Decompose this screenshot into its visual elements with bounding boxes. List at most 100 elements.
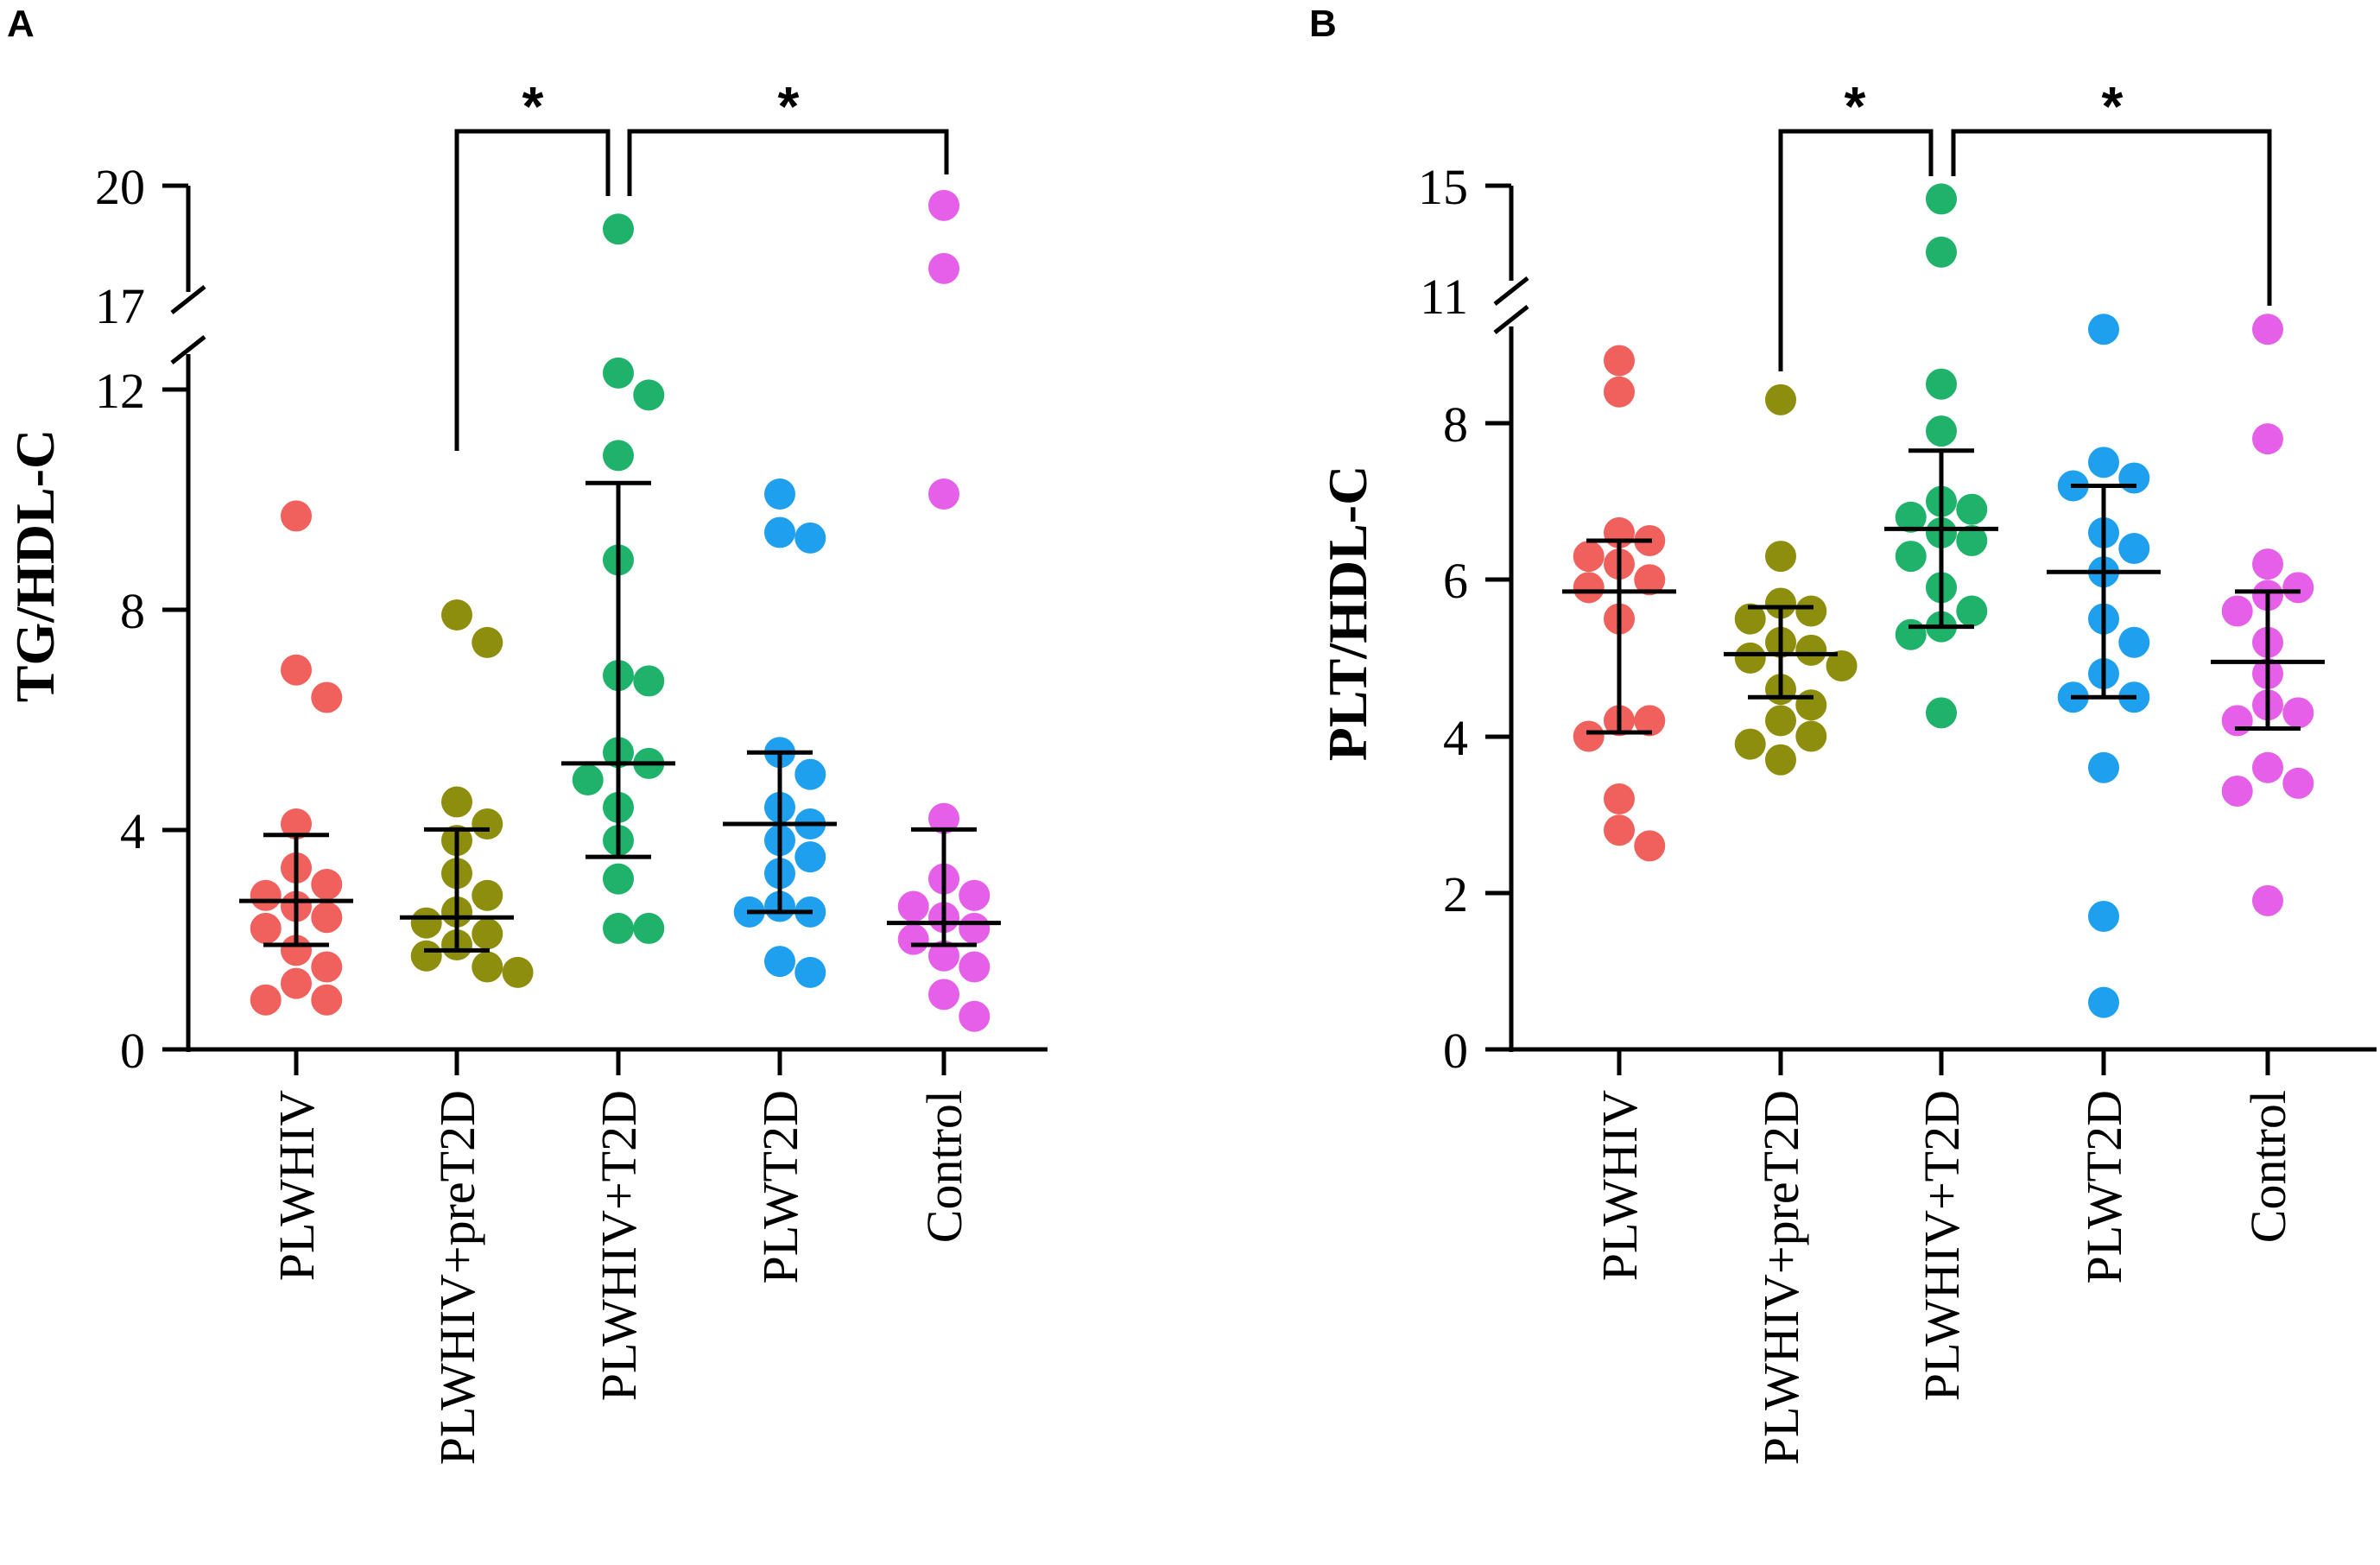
panel-letter-b: B — [1309, 3, 1337, 45]
data-point-plwhiv-a — [281, 654, 312, 686]
data-point-plwhiv-t2d-a — [572, 764, 604, 796]
significance-star-a2: * — [778, 75, 800, 137]
data-point-plwt2d-b — [2118, 462, 2150, 494]
axis-break-mark-b2 — [1493, 305, 1529, 334]
data-point-plwhiv-pret2d-a — [410, 940, 442, 972]
data-point-plwhiv-pret2d-b — [1734, 728, 1766, 760]
data-point-plwhiv-pret2d-b — [1795, 595, 1827, 627]
data-point-plwhiv-pret2d-a — [441, 599, 472, 631]
y-tick-label-8-a: 8 — [120, 583, 145, 639]
significance-bracket-a1 — [454, 129, 611, 451]
data-point-plwhiv-b — [1573, 720, 1605, 752]
data-point-plwt2d-a — [764, 478, 795, 510]
y-tick-label-4-a: 4 — [120, 803, 145, 859]
y-tick-label-8-b: 8 — [1443, 396, 1468, 453]
significance-bracket-a2 — [627, 129, 949, 196]
data-point-control-a — [959, 912, 991, 944]
significance-bracket-b1 — [1778, 129, 1934, 371]
data-point-plwhiv-t2d-b — [1926, 183, 1957, 215]
data-point-plwt2d-b — [2088, 751, 2119, 783]
data-point-plwhiv-t2d-b — [1926, 697, 1957, 729]
data-point-plwhiv-a — [250, 912, 282, 944]
axis-break-mark-b1 — [1493, 276, 1529, 306]
data-point-plwhiv-t2d-a — [603, 357, 634, 389]
data-point-control-a — [928, 940, 959, 972]
data-point-plwhiv-t2d-b — [1956, 493, 1988, 525]
data-point-plwhiv-pret2d-a — [472, 879, 503, 911]
panel-b: B PLT/HDL-C 15 11 8 6 4 2 0 PLWHIV PLWHI… — [1309, 3, 2377, 1465]
data-point-control-a — [959, 951, 991, 983]
data-point-control-b — [2252, 884, 2283, 916]
data-point-control-b — [2221, 595, 2253, 627]
data-point-plwhiv-pret2d-b — [1765, 744, 1796, 776]
data-point-plwt2d-b — [2118, 533, 2150, 564]
x-label-plwhiv-b: PLWHIV — [1592, 1090, 1648, 1281]
data-point-plwhiv-b — [1604, 783, 1635, 814]
significance-star-a1: * — [522, 75, 544, 137]
data-point-control-b — [2252, 314, 2283, 345]
data-point-control-b — [2252, 423, 2283, 455]
data-point-plwhiv-a — [311, 869, 343, 900]
data-point-plwhiv-b — [1604, 345, 1635, 377]
data-point-plwt2d-b — [2088, 986, 2119, 1018]
significance-bracket-b2 — [1951, 129, 2272, 306]
data-point-plwhiv-b — [1634, 564, 1666, 596]
data-point-plwt2d-a — [794, 758, 826, 790]
data-point-plwhiv-t2d-b — [1895, 618, 1927, 650]
x-label-plwhiv-t2d-a: PLWHIV+T2D — [591, 1090, 647, 1401]
y-tick-label-0-b: 0 — [1443, 1023, 1468, 1079]
data-point-plwhiv-t2d-a — [633, 379, 665, 411]
data-point-plwt2d-a — [794, 522, 826, 554]
data-point-plwhiv-b — [1604, 814, 1635, 846]
axis-break-mark-a2 — [170, 335, 206, 364]
data-point-control-a — [959, 879, 991, 911]
data-point-plwhiv-pret2d-b — [1734, 603, 1766, 635]
data-point-plwhiv-t2d-b — [1956, 524, 1988, 556]
data-point-plwhiv-t2d-b — [1895, 501, 1927, 533]
data-point-plwt2d-b — [2088, 447, 2119, 478]
y-tick-label-15-b: 15 — [1418, 159, 1468, 215]
data-point-plwhiv-a — [281, 967, 312, 999]
data-point-plwt2d-b — [2118, 626, 2150, 658]
data-point-plwhiv-b — [1573, 541, 1605, 573]
data-point-plwhiv-t2d-a — [603, 213, 634, 245]
data-point-plwhiv-pret2d-b — [1765, 541, 1796, 573]
x-label-control-b: Control — [2240, 1090, 2296, 1243]
data-point-control-a — [959, 1000, 991, 1032]
data-point-plwhiv-t2d-a — [633, 665, 665, 697]
data-point-plwhiv-pret2d-a — [410, 907, 442, 939]
data-point-plwhiv-pret2d-a — [472, 951, 503, 983]
data-point-plwhiv-pret2d-b — [1826, 649, 1858, 681]
data-point-plwhiv-pret2d-b — [1765, 705, 1796, 737]
data-point-plwhiv-pret2d-b — [1795, 689, 1827, 721]
significance-star-b2: * — [2102, 75, 2124, 137]
data-point-control-b — [2221, 705, 2253, 737]
data-point-plwhiv-t2d-b — [1926, 236, 1957, 268]
x-label-plwt2d-a: PLWT2D — [752, 1090, 808, 1283]
data-point-plwhiv-t2d-b — [1926, 415, 1957, 447]
data-point-control-a — [928, 802, 959, 834]
data-point-control-a — [928, 478, 959, 510]
data-point-control-a — [928, 252, 959, 284]
data-point-plwhiv-a — [311, 951, 343, 983]
data-point-plwt2d-b — [2088, 314, 2119, 345]
plot-area-b — [1562, 183, 2325, 1018]
data-point-plwhiv-pret2d-b — [1795, 634, 1827, 666]
data-point-plwhiv-a — [281, 500, 312, 532]
data-point-plwhiv-a — [281, 935, 312, 966]
data-point-plwhiv-pret2d-b — [1765, 383, 1796, 415]
data-point-plwhiv-t2d-a — [603, 863, 634, 895]
data-point-plwt2d-b — [2088, 900, 2119, 932]
x-label-control-a: Control — [916, 1090, 972, 1243]
data-point-plwhiv-a — [250, 879, 282, 911]
panel-a: A TG/HDL-C 20 17 12 8 4 0 PLWHIV PLWHIV+… — [4, 3, 1048, 1465]
data-point-plwhiv-pret2d-a — [472, 626, 503, 658]
data-point-control-b — [2221, 775, 2253, 807]
data-point-plwhiv-pret2d-a — [472, 918, 503, 950]
x-label-plwhiv-t2d-b: PLWHIV+T2D — [1914, 1090, 1970, 1401]
y-tick-label-17-a: 17 — [95, 278, 145, 334]
axis-break-mark-a1 — [170, 285, 206, 314]
x-label-plwhiv-pret2d-b: PLWHIV+preT2D — [1753, 1090, 1809, 1465]
data-point-plwhiv-pret2d-b — [1765, 587, 1796, 619]
